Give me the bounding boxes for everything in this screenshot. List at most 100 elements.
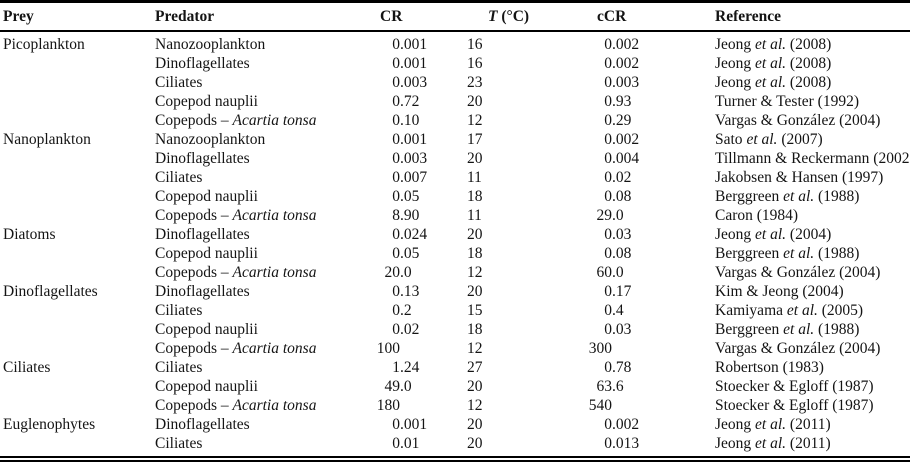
italic-text: et al. [755, 416, 787, 433]
text: Reference [715, 8, 781, 25]
number-integer-part: 0 [604, 245, 612, 262]
number-integer-part: 0 [392, 55, 400, 72]
cell-reference: Jeong et al. (2011) [715, 415, 910, 434]
table-row: Copepods – Acartia tonsa 0.10 12 0.29 Vargas… [0, 111, 910, 130]
number-fraction-part: .6 [612, 378, 624, 395]
cell-reference: Tillmann & Reckermann (2002) [715, 149, 910, 168]
number-integer-part: 0 [604, 283, 612, 300]
cell-ccr: 63.6 [577, 377, 715, 396]
number-integer-part: 1 [392, 359, 400, 376]
cell-reference: Jeong et al. (2004) [715, 225, 910, 244]
cell-temp: 12 [467, 112, 483, 129]
number-fraction-part: .03 [612, 226, 632, 243]
number-fraction-part: .001 [400, 131, 428, 148]
cell-reference: Jeong et al. (2008) [715, 54, 910, 73]
cell-temp: 27 [467, 359, 483, 376]
text: Jeong [715, 74, 756, 91]
text: Dinoflagellates [155, 226, 250, 243]
cell-prey [0, 320, 152, 339]
cell-cr: 49.0 [362, 377, 462, 396]
cell-temp: 18 [467, 321, 483, 338]
cell-prey [0, 187, 152, 206]
number-integer-part: 0 [604, 169, 612, 186]
cell-reference: Berggreen et al. (1988) [715, 320, 910, 339]
cell-temp: 16 [467, 55, 483, 72]
cell-cr: 180 [362, 396, 462, 415]
text: Copepods – [155, 207, 233, 224]
text: Ciliates [155, 359, 203, 376]
cell-cr: 0.72 [362, 92, 462, 111]
text: Caron (1984) [715, 207, 799, 224]
cell-ccr: 0.08 [577, 244, 715, 263]
cell-reference: Jeong et al. (2011) [715, 434, 910, 453]
text: Copepod nauplii [155, 378, 258, 395]
text: Prey [3, 8, 34, 25]
cell-cr: 0.01 [362, 434, 462, 453]
italic-text: Acartia tonsa [232, 397, 317, 414]
number-integer-part: 63 [596, 378, 613, 395]
cell-cr: 8.90 [362, 206, 462, 225]
text: (2011) [786, 435, 831, 452]
text: Berggreen [715, 188, 784, 205]
number-fraction-part: .29 [612, 112, 632, 129]
italic-text: et al. [755, 435, 787, 452]
number-integer-part: 29 [596, 207, 613, 224]
cell-cr: 0.007 [362, 168, 462, 187]
cell-cr: 0.001 [362, 415, 462, 434]
cell-ccr: 29.0 [577, 206, 715, 225]
cell-predator: Nanozooplankton [152, 31, 362, 54]
cell-predator: Copepod nauplii [152, 92, 362, 111]
number-fraction-part: .13 [400, 283, 420, 300]
number-fraction-part: .024 [400, 226, 428, 243]
cell-temp: 12 [467, 397, 483, 414]
table-row: Ciliates 0.003 23 0.003 Jeong et al. (2008) [0, 73, 910, 92]
text: (°C) [497, 8, 530, 25]
cell-ccr: 0.003 [577, 73, 715, 92]
number-integer-part: 0 [604, 131, 612, 148]
italic-text: et al. [746, 131, 778, 148]
cell-predator: Ciliates [152, 358, 362, 377]
cell-predator: Dinoflagellates [152, 149, 362, 168]
table-header: Prey Predator CR T (°C) cCR Reference [0, 0, 910, 32]
cell-prey: Dinoflagellates [3, 283, 98, 300]
cell-reference: Sato et al. (2007) [715, 130, 910, 149]
cell-ccr: 0.03 [577, 225, 715, 244]
number-integer-part: 0 [604, 150, 612, 167]
number-integer-part: 0 [392, 150, 400, 167]
cell-prey [0, 263, 152, 282]
table-header-row: Prey Predator CR T (°C) cCR Reference [0, 0, 910, 32]
number-fraction-part: .002 [612, 55, 640, 72]
cell-reference: Vargas & González (2004) [715, 339, 910, 358]
number-fraction-part: .004 [612, 150, 640, 167]
text: Nanozooplankton [155, 36, 266, 53]
table-row: Copepod nauplii 0.72 20 0.93 Turner & Tester… [0, 92, 910, 111]
number-fraction-part: .10 [400, 112, 420, 129]
text: Turner & Tester (1992) [715, 93, 859, 110]
cell-ccr: 0.002 [577, 130, 715, 149]
cell-temp: 12 [467, 264, 483, 281]
table-row: Ciliates 0.007 11 0.02 Jakobsen & Hansen (19… [0, 168, 910, 187]
number-fraction-part: .003 [400, 74, 428, 91]
number-integer-part: 0 [604, 359, 612, 376]
number-fraction-part: .01 [400, 435, 420, 452]
italic-text: et al. [755, 55, 787, 72]
number-fraction-part: .0 [612, 207, 624, 224]
text: Jeong [715, 226, 756, 243]
cell-predator: Copepod nauplii [152, 244, 362, 263]
text: Vargas & González (2004) [715, 264, 881, 281]
cell-predator: Copepod nauplii [152, 320, 362, 339]
cell-reference: Jeong et al. (2008) [715, 73, 910, 92]
cell-temp: 20 [467, 435, 483, 452]
table-row: Nanoplankton Nanozooplankton 0.001 17 0.002 S… [0, 130, 910, 149]
number-integer-part: 100 [376, 340, 400, 357]
number-integer-part: 49 [384, 378, 401, 395]
text: Dinoflagellates [155, 416, 250, 433]
number-fraction-part: .0 [612, 264, 624, 281]
text: Jeong [715, 55, 756, 72]
text: Ciliates [155, 435, 203, 452]
cell-prey [0, 54, 152, 73]
cell-cr: 0.001 [362, 130, 462, 149]
italic-text: Acartia tonsa [232, 340, 317, 357]
number-fraction-part: .02 [400, 321, 420, 338]
cell-cr: 20.0 [362, 263, 462, 282]
